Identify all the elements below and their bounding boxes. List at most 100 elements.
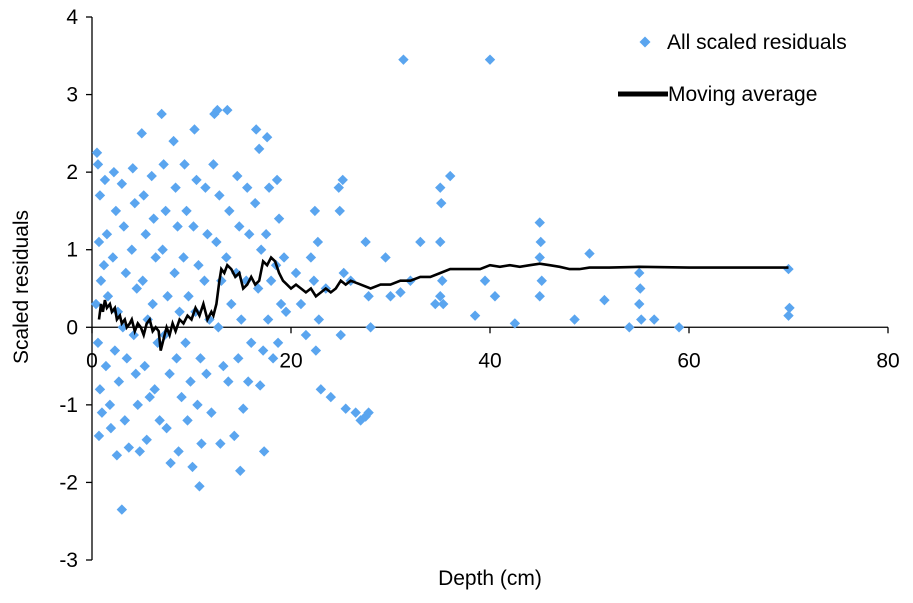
y-axis-title: Scaled residuals	[10, 210, 33, 364]
scatter-point	[365, 322, 376, 333]
scatter-point	[187, 461, 198, 473]
scatter-point	[181, 205, 192, 217]
scatter-point	[140, 229, 151, 240]
scatter-point	[110, 205, 122, 217]
scatter-point	[138, 190, 149, 201]
scatter-point	[107, 252, 119, 263]
scatter-point	[173, 446, 184, 457]
scatter-point	[129, 197, 140, 209]
scatter-point	[295, 298, 307, 310]
scatter-point	[445, 170, 456, 182]
legend-label-line: Moving average	[668, 83, 817, 106]
scatter-point	[415, 236, 426, 248]
scatter-point	[300, 329, 312, 341]
scatter-point	[96, 407, 108, 418]
scatter-point	[150, 252, 161, 263]
scatter-point	[202, 229, 213, 240]
x-axis-title: Depth (cm)	[438, 567, 542, 590]
scatter-point	[157, 244, 168, 255]
scatter-point	[244, 229, 255, 240]
moving-average-line	[97, 255, 789, 351]
scatter-point	[257, 345, 269, 356]
scatter-point	[99, 174, 111, 186]
scatter-point	[783, 263, 794, 275]
scatter-point	[137, 275, 148, 286]
scatter-point	[290, 267, 302, 279]
scatter-point	[305, 252, 317, 263]
scatter-point	[222, 104, 233, 116]
scatter-point	[221, 252, 232, 263]
scatter-point	[170, 182, 181, 193]
scatter-point	[111, 450, 123, 461]
scatter-point	[144, 391, 155, 403]
y-tick-label: 2	[66, 161, 78, 184]
scatter-point	[169, 267, 180, 279]
scatter-point	[208, 159, 219, 170]
scatter-point	[101, 229, 113, 240]
scatter-point	[94, 384, 106, 395]
y-tick-label: -3	[59, 549, 78, 572]
scatter-point	[234, 221, 245, 232]
scatter-point	[315, 384, 327, 395]
scatter-point	[254, 380, 266, 391]
scatter-point	[193, 260, 204, 271]
scatter-point	[182, 415, 193, 426]
scatter-point	[218, 360, 229, 372]
scatter-point	[395, 287, 406, 298]
scatter-point	[363, 407, 374, 418]
x-tick-label: 80	[876, 349, 899, 372]
scatter-point	[673, 322, 685, 333]
scatter-point	[335, 329, 346, 341]
scatter-point	[243, 376, 254, 387]
scatter-point	[235, 465, 246, 476]
scatter-point	[340, 403, 351, 414]
scatter-point	[213, 322, 224, 333]
scatter-point	[380, 252, 391, 263]
scatter-point	[313, 314, 325, 325]
scatter-point	[201, 368, 212, 380]
scatter-point	[634, 298, 645, 310]
y-tick-label: 1	[66, 239, 78, 262]
scatter-point	[136, 128, 147, 139]
scatter-point	[158, 159, 169, 170]
scatter-point	[263, 182, 275, 193]
scatter-point	[214, 190, 225, 201]
scatter-point	[104, 399, 116, 411]
scatter-point	[250, 124, 262, 135]
scatter-point	[100, 360, 112, 372]
scatter-point	[363, 291, 374, 302]
scatter-point	[191, 174, 202, 186]
legend-scatter-marker	[639, 36, 651, 48]
scatter-point	[132, 399, 143, 411]
x-tick-label: 20	[279, 349, 302, 372]
scatter-point	[334, 205, 345, 217]
scatter-point	[226, 298, 237, 310]
scatter-point	[325, 391, 336, 403]
scatter-point	[479, 275, 491, 286]
scatter-point	[783, 310, 794, 321]
y-axis: -3 -2 -1 0 1 2 3 4	[59, 6, 93, 572]
scatter-point	[253, 143, 265, 155]
scatter-point	[437, 275, 448, 286]
scatter-point	[146, 170, 157, 182]
scatter-point	[130, 368, 141, 380]
scatter-point	[134, 446, 145, 457]
scatter-point	[156, 108, 167, 120]
scatter-point	[569, 314, 580, 325]
scatter-point	[91, 147, 103, 158]
scatter-point	[209, 108, 220, 120]
y-tick-label: -2	[59, 471, 78, 494]
scatter-point	[148, 213, 159, 224]
scatter-point	[126, 244, 137, 255]
scatter-point	[165, 457, 176, 469]
y-tick-label: -1	[59, 394, 78, 417]
scatter-point	[139, 360, 150, 372]
scatter-point	[310, 345, 322, 356]
scatter-point	[168, 135, 179, 147]
scatter-point	[92, 337, 104, 348]
scatter-point	[174, 306, 185, 317]
scatter-point	[127, 163, 138, 174]
scatter-point	[272, 337, 284, 348]
scatter-point	[246, 337, 257, 348]
